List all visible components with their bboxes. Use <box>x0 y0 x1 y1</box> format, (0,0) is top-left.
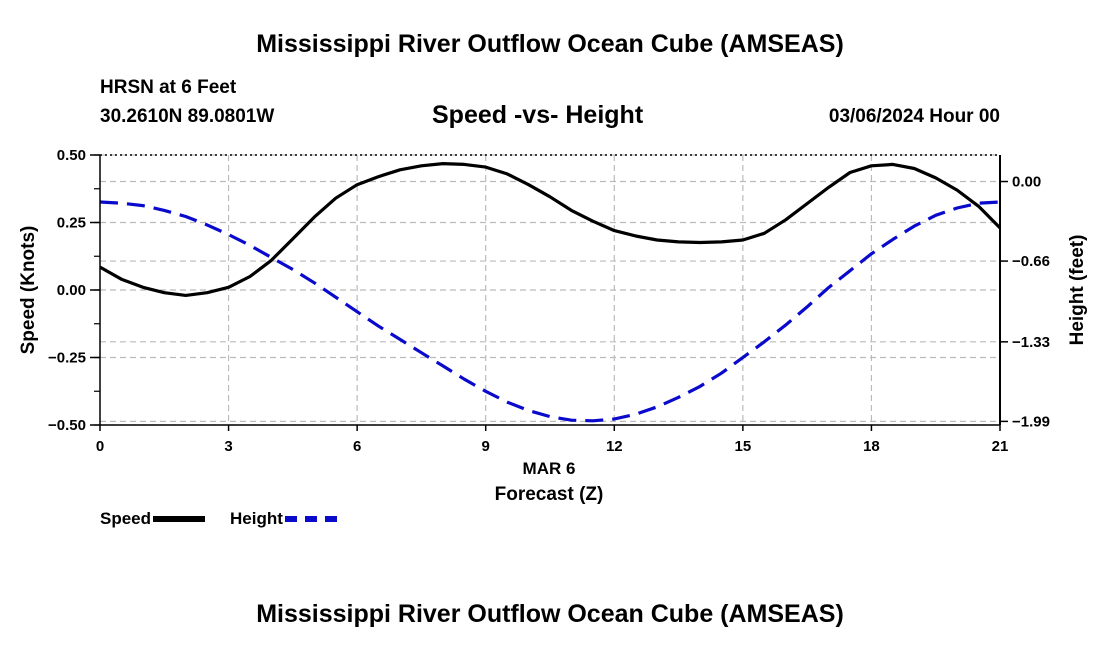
x-sublabel: MAR 6 <box>523 459 576 478</box>
station-coordinates: 30.2610N 89.0801W <box>100 106 275 127</box>
height-series-line <box>99 200 1001 423</box>
y2-tick-label: −1.99 <box>1012 413 1050 430</box>
chart-subtitle: Speed -vs- Height <box>432 101 644 129</box>
y2-tick-label: 0.00 <box>1012 174 1041 191</box>
legend-height-swatch <box>284 516 337 522</box>
x-tick-label: 18 <box>863 438 880 455</box>
y2-tick-label: −0.66 <box>1012 253 1050 270</box>
legend-height: Height <box>230 509 337 529</box>
legend-speed-label: Speed <box>100 509 152 528</box>
y-axis-label: Speed (Knots) <box>18 226 39 355</box>
x-tick-label: 3 <box>224 438 232 455</box>
x-tick-label: 0 <box>96 438 104 455</box>
x-axis-label: Forecast (Z) <box>495 484 604 505</box>
legend-speed: Speed <box>100 509 206 529</box>
x-tick-label: 9 <box>482 438 490 455</box>
y-tick-label: −0.50 <box>48 417 86 434</box>
axes-layer: 0 3 6 9 12 15 18 21 0.50 0.25 0.00 −0.25 −0.50 0.00 −0… <box>48 147 1050 455</box>
x-tick-label: 6 <box>353 438 361 455</box>
speed-series-line <box>99 162 1002 297</box>
chart-title: Mississippi River Outflow Ocean Cube (AM… <box>256 30 844 58</box>
series-layer <box>99 162 1002 423</box>
legend-height-label: Height <box>230 509 283 528</box>
legend-speed-swatch <box>153 516 206 522</box>
x-tick-label: 12 <box>606 438 623 455</box>
y-tick-label: 0.50 <box>57 147 86 164</box>
speed-height-chart: 0 3 6 9 12 15 18 21 0.50 0.25 0.00 −0.25 −0.50 0.00 −0… <box>18 147 1088 505</box>
y-tick-label: −0.25 <box>48 350 86 367</box>
forecast-datetime: 03/06/2024 Hour 00 <box>828 106 1000 127</box>
x-tick-label: 15 <box>735 438 752 455</box>
y2-axis-label: Height (feet) <box>1067 235 1088 346</box>
y-tick-label: 0.25 <box>57 215 86 232</box>
station-label: HRSN at 6 Feet <box>100 77 237 98</box>
footer-title: Mississippi River Outflow Ocean Cube (AM… <box>256 600 844 628</box>
y2-tick-label: −1.33 <box>1012 334 1050 351</box>
y-tick-label: 0.00 <box>57 282 86 299</box>
x-tick-label: 21 <box>992 438 1009 455</box>
